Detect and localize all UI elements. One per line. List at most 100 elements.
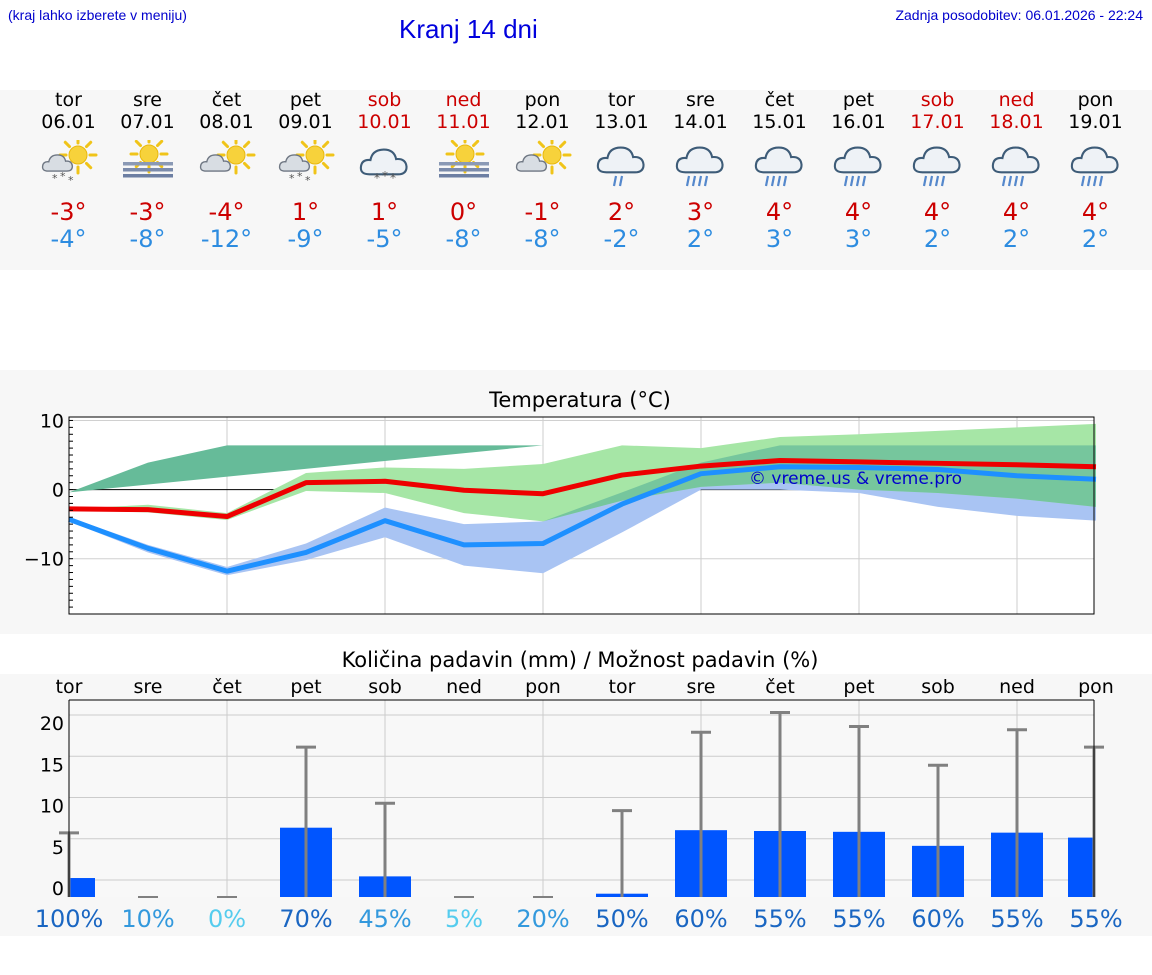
fog-bar — [123, 174, 173, 178]
y-tick-label: 20 — [40, 713, 64, 735]
raindrop — [843, 175, 849, 187]
raindrop — [1013, 175, 1019, 187]
y-tick-label: 10 — [40, 410, 64, 432]
snowflake: * — [382, 169, 388, 183]
max-temp: 4° — [765, 198, 794, 226]
day-date: 07.01 — [120, 111, 175, 133]
day-name: pon — [1077, 89, 1114, 111]
raindrop — [922, 175, 928, 187]
precip-chance-label: 20% — [516, 905, 569, 933]
max-temp: -1° — [524, 198, 561, 226]
cloud-shape — [359, 148, 408, 176]
precip-chance-label: 5% — [445, 905, 483, 933]
day-name: ned — [998, 89, 1035, 111]
daily-forecast: tor 06.01 -3° -4° * * * sre 07.01 -3° -8° čet 08.01-… — [0, 88, 1152, 270]
raindrop — [849, 175, 855, 187]
day-name: čet — [764, 89, 795, 111]
max-temp: 2° — [607, 198, 636, 226]
snowflake: * — [289, 172, 295, 185]
cloud-shape — [991, 146, 1040, 174]
day-name: pet — [842, 89, 875, 111]
day-date: 06.01 — [41, 111, 96, 133]
temperature-chart: 10 0 −10 © vreme.us & vreme.pro — [24, 410, 1097, 615]
cloud-snow-icon: * * * — [359, 148, 408, 185]
cloud-shape — [1070, 146, 1119, 174]
cloud-shape — [41, 154, 74, 172]
cloud-heavy-rain-icon — [1070, 146, 1119, 187]
snowflake: * — [390, 171, 396, 185]
sun-ray — [155, 139, 164, 148]
sun-ray — [84, 140, 93, 149]
cloud-outline — [515, 154, 548, 172]
page-title: Kranj 14 dni — [399, 14, 538, 44]
weather-icon — [751, 140, 809, 190]
precip-chance-label: 55% — [753, 905, 806, 933]
min-temp: -4° — [50, 225, 87, 253]
min-temp: 2° — [923, 225, 952, 253]
cloud-outline — [278, 154, 311, 172]
max-temp: 3° — [686, 198, 715, 226]
category-label: čet — [212, 676, 242, 698]
sun-ray — [300, 140, 309, 149]
max-temp-line — [68, 458, 1097, 520]
last-update: Zadnja posodobitev: 06.01.2026 - 22:24 — [895, 7, 1143, 23]
raindrop — [861, 175, 867, 187]
precip-chance-label: 60% — [674, 905, 727, 933]
raindrop — [618, 175, 624, 187]
day-name: tor — [55, 89, 82, 111]
max-temp: 4° — [844, 198, 873, 226]
snowflake: * — [52, 172, 58, 185]
min-temp: 2° — [1081, 225, 1110, 253]
category-label: čet — [765, 676, 795, 698]
min-temp: 2° — [686, 225, 715, 253]
max-temp: 4° — [1002, 198, 1031, 226]
sun-ray — [242, 140, 251, 149]
day-name: pet — [289, 89, 322, 111]
precip-chance-label: 70% — [279, 905, 332, 933]
precipitation-chart-title: Količina padavin (mm) / Možnost padavin … — [341, 648, 819, 672]
cloud-outline — [912, 146, 961, 174]
location-hint: (kraj lahko izberete v meniju) — [8, 7, 187, 23]
category-label: pet — [290, 676, 321, 698]
snowflake: * — [374, 171, 380, 185]
category-label: pon — [1078, 676, 1114, 698]
sun-ray — [558, 161, 567, 170]
snowflake: * — [297, 170, 303, 183]
cloud-rain-icon — [596, 146, 645, 187]
raindrop — [612, 175, 618, 187]
raindrop — [934, 175, 940, 187]
day-date: 10.01 — [357, 111, 412, 133]
precipitation-chart: tor sre čet pet sob ned pon tor sre čet pet sob ned p… — [35, 676, 1123, 933]
day-date: 15.01 — [752, 111, 807, 133]
raindrop — [1080, 175, 1086, 187]
sun-cloud-icon — [199, 135, 256, 175]
cloud-shape — [596, 146, 645, 174]
raindrop — [691, 175, 697, 187]
precip-chance-label: 55% — [832, 905, 885, 933]
raindrop — [1092, 175, 1098, 187]
max-temp: 1° — [291, 198, 320, 226]
day-name: sre — [133, 89, 162, 111]
max-temp: -4° — [208, 198, 245, 226]
raindrop — [1001, 175, 1007, 187]
sun-fog-icon — [123, 134, 173, 178]
raindrop — [764, 175, 770, 187]
cloud-heavy-rain-icon — [912, 146, 961, 187]
weather-icon: * * * — [277, 135, 335, 190]
day-date: 17.01 — [910, 111, 965, 133]
min-temp: -8° — [445, 225, 482, 253]
sun-disc — [455, 144, 475, 164]
day-date: 11.01 — [436, 111, 491, 133]
weather-icon — [119, 134, 177, 190]
weather-icon — [909, 140, 967, 190]
max-temp: -3° — [50, 198, 87, 226]
cloud-shape — [199, 154, 232, 172]
day-name: pon — [524, 89, 561, 111]
snowflake: * — [60, 170, 66, 183]
weather-icon — [435, 134, 493, 190]
category-label: pet — [843, 676, 874, 698]
min-temp: -2° — [603, 225, 640, 253]
fog-bar — [439, 162, 489, 166]
day-date: 09.01 — [278, 111, 333, 133]
y-tick-label: −10 — [24, 549, 64, 571]
